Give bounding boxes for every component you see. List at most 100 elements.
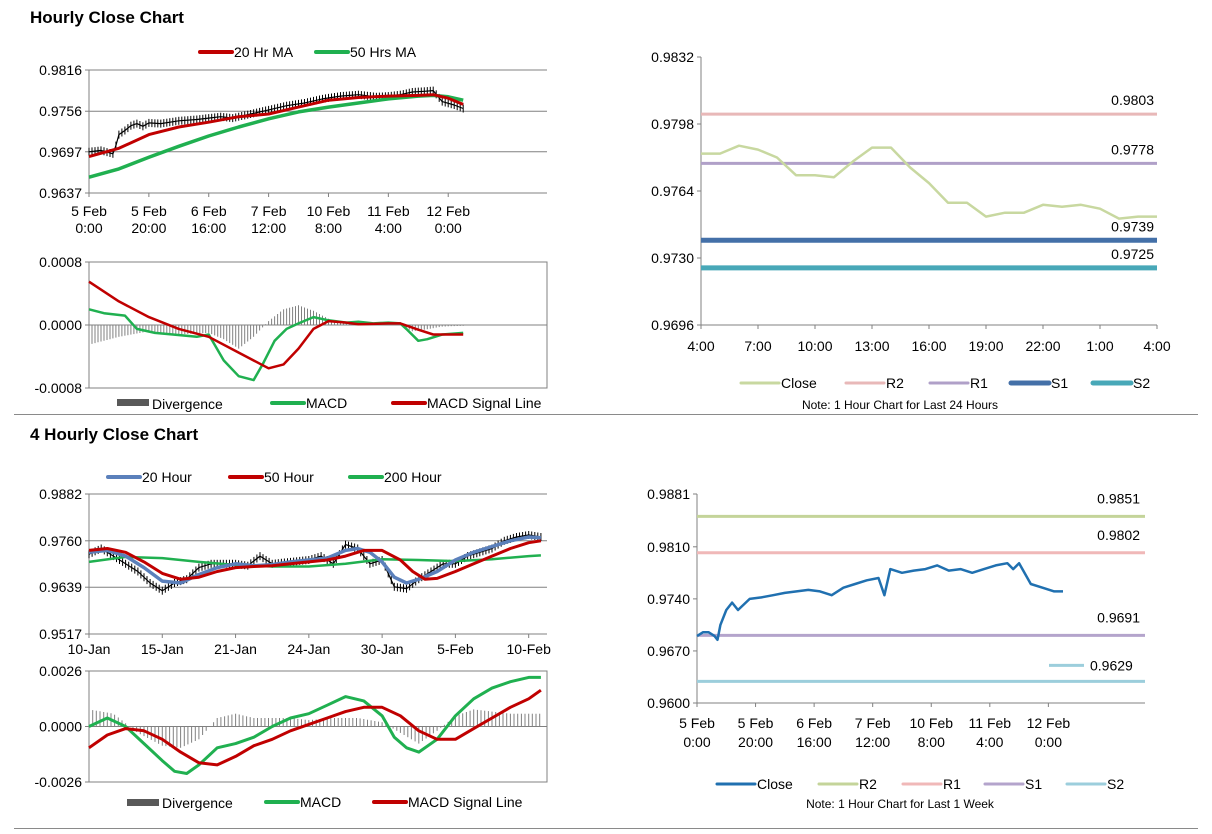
x-tick-label: 10 Feb <box>307 203 351 219</box>
y-tick-label: 0.9832 <box>651 49 694 65</box>
legend-label: 50 Hrs MA <box>350 44 417 60</box>
y-tick-label: 0.0000 <box>39 317 82 333</box>
x-tick-label: 7:00 <box>744 338 771 354</box>
x-tick-label: 6 Feb <box>191 203 227 219</box>
legend-label: 20 Hr MA <box>234 44 294 60</box>
x-tick-label: 5 Feb <box>738 715 774 731</box>
y-tick-label: 0.9697 <box>39 144 82 160</box>
y-tick-label: 0.0008 <box>39 254 82 270</box>
y-tick-label: 0.9670 <box>647 643 690 659</box>
x-tick-label: 0:00 <box>75 220 102 236</box>
y-tick-label: 0.0000 <box>39 719 82 735</box>
legend-label: MACD <box>306 395 347 411</box>
section-title-hourly: Hourly Close Chart <box>30 8 184 27</box>
x-tick-label: 0:00 <box>435 220 462 236</box>
legend-label: Divergence <box>152 396 223 412</box>
x-tick-label: 20:00 <box>131 220 166 236</box>
x-tick-label: 4:00 <box>375 220 402 236</box>
legend-label: S2 <box>1107 776 1124 792</box>
legend-label: R2 <box>859 776 877 792</box>
price-line <box>88 89 464 155</box>
y-tick-label: -0.0008 <box>35 380 83 396</box>
x-tick-label: 30-Jan <box>361 641 404 657</box>
y-tick-label: 0.9816 <box>39 62 82 78</box>
y-tick-label: 0.9740 <box>647 591 690 607</box>
level-label-r2: 0.9803 <box>1111 92 1154 108</box>
x-tick-label: 24-Jan <box>287 641 330 657</box>
section-divider <box>14 414 1198 415</box>
bottom-divider <box>14 828 1198 829</box>
y-tick-label: 0.9881 <box>647 486 690 502</box>
legend-label: 20 Hour <box>142 469 192 485</box>
x-tick-label: 16:00 <box>191 220 226 236</box>
x-tick-label: 4:00 <box>976 734 1003 750</box>
four-hourly-macd-chart: 0.0026 0.0000 -0.0026 Divergence MACD MACD Si… <box>35 663 548 811</box>
x-tick-label: 4:00 <box>687 338 714 354</box>
chart-note: Note: 1 Hour Chart for Last 1 Week <box>806 797 995 811</box>
x-tick-label: 5 Feb <box>71 203 107 219</box>
x-tick-label: 12:00 <box>251 220 286 236</box>
four-hourly-levels-chart: 0.9881 0.9810 0.9740 0.9670 0.9600 5 Feb 0:00 5… <box>647 486 1145 811</box>
x-tick-label: 11 Feb <box>969 715 1012 731</box>
x-tick-label: 5 Feb <box>679 715 715 731</box>
x-tick-label: 10:00 <box>797 338 832 354</box>
legend-label: R2 <box>886 375 904 391</box>
level-label-s2: 0.9725 <box>1111 246 1154 262</box>
legend-label: R1 <box>970 375 988 391</box>
x-tick-label: 1:00 <box>1086 338 1113 354</box>
x-tick-label: 8:00 <box>315 220 342 236</box>
x-tick-label: 0:00 <box>683 734 710 750</box>
x-tick-label: 10 Feb <box>909 715 953 731</box>
legend-label: S2 <box>1133 375 1150 391</box>
macd-signal-line <box>88 688 542 767</box>
legend-label: 50 Hour <box>264 469 314 485</box>
legend-label: Close <box>757 776 793 792</box>
legend-label: Divergence <box>162 795 233 811</box>
y-tick-label: 0.0026 <box>39 663 82 679</box>
x-tick-label: 10-Feb <box>507 641 552 657</box>
y-tick-label: 0.9764 <box>651 183 694 199</box>
y-tick-label: 0.9639 <box>39 579 82 595</box>
legend-label: R1 <box>943 776 961 792</box>
section-title-four-hourly: 4 Hourly Close Chart <box>30 425 199 444</box>
x-tick-label: 8:00 <box>918 734 945 750</box>
x-tick-label: 13:00 <box>854 338 889 354</box>
y-tick-label: 0.9517 <box>39 626 82 642</box>
x-tick-label: 20:00 <box>738 734 773 750</box>
macd-line <box>88 675 541 775</box>
legend-swatch <box>127 799 159 806</box>
x-tick-label: 22:00 <box>1025 338 1060 354</box>
y-tick-label: 0.9756 <box>39 103 82 119</box>
legend-label: MACD Signal Line <box>427 395 542 411</box>
legend-label: 200 Hour <box>384 469 442 485</box>
x-tick-label: 4:00 <box>1143 338 1170 354</box>
level-label-s2: 0.9629 <box>1090 657 1133 673</box>
y-tick-label: 0.9637 <box>39 185 82 201</box>
x-tick-label: 10-Jan <box>68 641 111 657</box>
x-tick-label: 12:00 <box>855 734 890 750</box>
close-line <box>696 561 1063 642</box>
x-tick-label: 6 Feb <box>796 715 832 731</box>
ma-20-line <box>88 93 464 159</box>
y-tick-label: 0.9810 <box>647 539 690 555</box>
legend-label: MACD Signal Line <box>408 794 523 810</box>
hourly-macd-chart: 0.0008 0.0000 -0.0008 Divergence MACD MACD Si… <box>35 254 548 412</box>
hourly-levels-chart: 0.9832 0.9798 0.9764 0.9730 0.9696 4:00 7:00 10… <box>651 49 1171 412</box>
level-label-r1: 0.9802 <box>1097 527 1140 543</box>
x-tick-label: 7 Feb <box>251 203 287 219</box>
x-tick-label: 11 Feb <box>367 203 410 219</box>
y-tick-label: 0.9600 <box>647 695 690 711</box>
level-label-r1: 0.9778 <box>1111 141 1154 157</box>
x-tick-label: 21-Jan <box>214 641 257 657</box>
legend-label: MACD <box>300 794 341 810</box>
legend-label: S1 <box>1025 776 1042 792</box>
x-tick-label: 5-Feb <box>437 641 474 657</box>
legend-label: S1 <box>1051 375 1068 391</box>
x-tick-label: 15-Jan <box>141 641 184 657</box>
x-tick-label: 12 Feb <box>426 203 470 219</box>
ma-20-line <box>88 535 542 585</box>
x-tick-label: 0:00 <box>1035 734 1062 750</box>
macd-line <box>88 308 464 382</box>
